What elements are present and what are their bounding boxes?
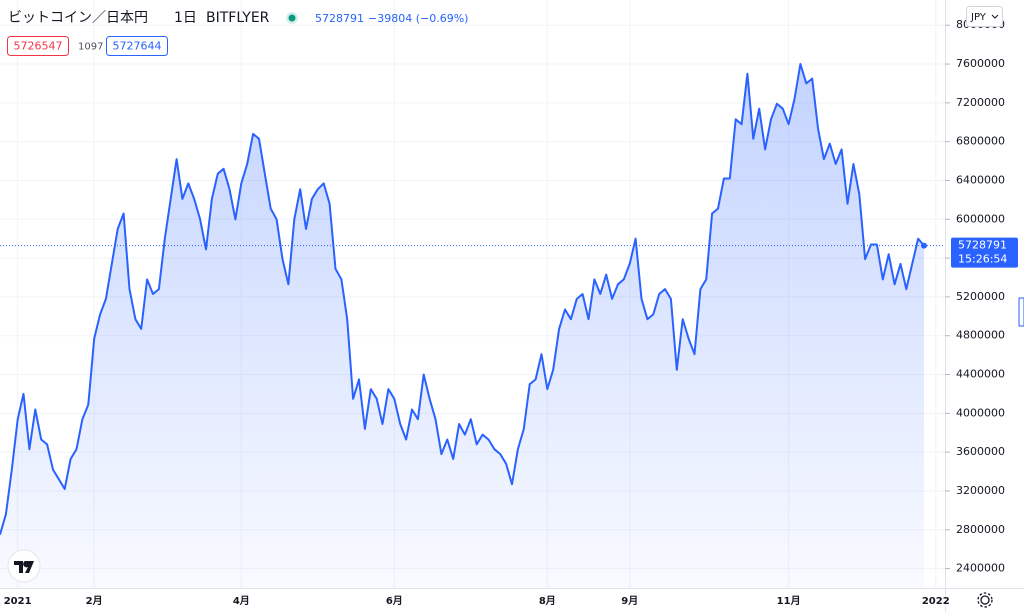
ask: 5727644 — [113, 40, 162, 53]
currency[interactable]: JPY — [970, 12, 987, 23]
symbol: ビットコイン／日本円 — [8, 10, 148, 26]
spread: 1097 — [78, 42, 103, 53]
x-tick-label: 11月 — [777, 595, 801, 607]
x-tick-label: 8月 — [539, 595, 556, 607]
bid-box — [7, 36, 69, 56]
y-tick-label: 7600000 — [956, 57, 1005, 70]
last-point — [921, 242, 927, 249]
interval: 1日 — [174, 10, 197, 26]
settings-icon[interactable] — [977, 592, 993, 608]
y-tick-label: 7200000 — [956, 96, 1005, 109]
y-tick-label: 6400000 — [956, 173, 1005, 186]
y-tick-label: 2400000 — [956, 562, 1005, 575]
y-tick-label: 4800000 — [956, 329, 1005, 342]
status-dot — [288, 14, 296, 22]
price-line — [0, 63, 925, 535]
x-tick-label: 6月 — [386, 595, 403, 607]
side-handle[interactable] — [1018, 297, 1024, 327]
y-tick-label: 4000000 — [956, 406, 1005, 419]
logo-mark[interactable] — [14, 561, 34, 573]
y-tick-label: 4400000 — [956, 368, 1005, 381]
plot — [0, 63, 945, 588]
axes: 2400000 2800000 3200000 3600000 4000000 44000… — [4, 18, 1018, 607]
dropdown-arrow[interactable] — [991, 14, 999, 19]
exchange: BITFLYER — [206, 10, 270, 26]
y-tick-label: 3600000 — [956, 445, 1005, 458]
x-tick-label: 9月 — [621, 595, 638, 607]
y-tick-label: 5200000 — [956, 290, 1005, 303]
tv-logo[interactable] — [7, 549, 41, 583]
last-price-tag — [951, 237, 1018, 268]
y-tick-label: 3200000 — [956, 484, 1005, 497]
x-tick-label: 2021 — [4, 596, 32, 607]
gear-center[interactable] — [980, 595, 990, 605]
area-fill — [0, 64, 924, 588]
ask-box — [106, 36, 168, 56]
y-tick-label: 2800000 — [956, 523, 1005, 536]
last-price: 5728791 — [315, 12, 364, 25]
x-tick-label: 2022 — [922, 596, 950, 607]
price-change: −39804 (−0.69%) — [368, 12, 468, 25]
currency-button[interactable] — [966, 6, 1003, 27]
y-tick-label: 6000000 — [956, 212, 1005, 225]
y-tick-label: 6800000 — [956, 135, 1005, 148]
gear-teeth[interactable] — [977, 592, 993, 608]
x-tick-label: 4月 — [233, 595, 250, 607]
x-tick-label: 2月 — [86, 595, 103, 607]
last-price-tag-value: 5728791 — [958, 239, 1007, 252]
bid: 5726547 — [14, 40, 63, 53]
last-price-tag-time: 15:26:54 — [958, 253, 1007, 266]
